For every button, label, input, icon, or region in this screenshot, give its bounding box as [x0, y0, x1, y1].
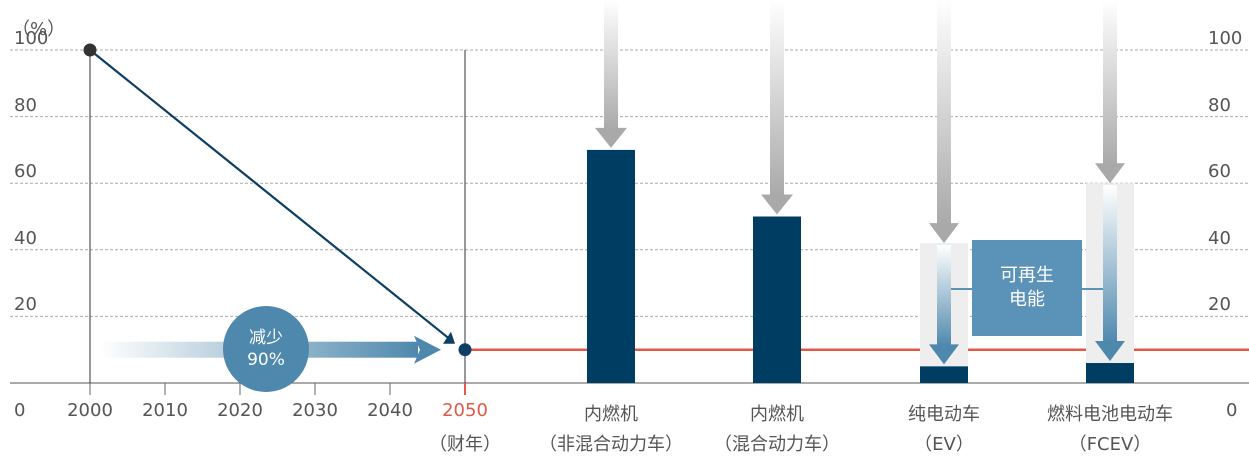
reduction-arrowhead-gray — [595, 128, 627, 148]
x-zero-label-left: 0 — [14, 400, 25, 421]
y-tick-label-left: 60 — [14, 161, 37, 182]
category-sublabel: （混合动力车） — [714, 430, 840, 456]
reduction-arrowhead-gray — [929, 223, 959, 243]
reduction-arrowhead-gray — [1095, 163, 1125, 183]
reduction-arrow-gray — [1103, 0, 1117, 165]
category-label: 燃料电池电动车 — [1047, 400, 1173, 426]
y-tick-label-right: 20 — [1208, 294, 1231, 315]
y-tick-label-left: 20 — [14, 294, 37, 315]
trend-start-point — [84, 44, 97, 57]
y-tick-label-right: 40 — [1208, 228, 1231, 249]
reduction-arrowhead-gray — [761, 195, 793, 215]
x-zero-label-right: 0 — [1226, 400, 1237, 421]
bar — [587, 150, 635, 383]
target-year-sublabel: （财年） — [429, 430, 501, 456]
x-tick-label: 2040 — [367, 400, 413, 421]
y-tick-label-right: 60 — [1208, 161, 1231, 182]
reduction-arrow-gray — [937, 0, 951, 225]
renewable-line-1: 可再生 — [1000, 264, 1054, 288]
x-tick-label: 2030 — [292, 400, 338, 421]
category-sublabel: （EV） — [914, 430, 974, 456]
category-label: 纯电动车 — [908, 400, 980, 426]
trend-end-point — [459, 343, 472, 356]
y-tick-label-left: 100 — [14, 28, 48, 49]
bar — [920, 366, 968, 383]
category-sublabel: （非混合动力车） — [539, 430, 683, 456]
reduction-arrow-gray — [770, 0, 784, 197]
trend-line — [90, 50, 453, 342]
target-year-label: 2050 — [442, 400, 488, 421]
y-tick-label-right: 80 — [1208, 95, 1231, 116]
reduction-arrow-gray — [604, 0, 618, 130]
renewable-arrow — [1103, 185, 1117, 343]
renewable-line-2: 电能 — [1009, 288, 1045, 312]
y-tick-label-right: 100 — [1208, 28, 1242, 49]
x-tick-label: 2000 — [67, 400, 113, 421]
x-tick-label: 2020 — [217, 400, 263, 421]
y-tick-label-left: 80 — [14, 95, 37, 116]
reduction-badge: 减少 90% — [223, 306, 309, 392]
category-label: 内燃机 — [584, 400, 638, 426]
trend-arrowhead — [443, 332, 455, 344]
bar — [1086, 363, 1134, 383]
category-label: 内燃机 — [750, 400, 804, 426]
category-sublabel: （FCEV） — [1069, 430, 1152, 456]
x-tick-label: 2010 — [142, 400, 188, 421]
reduction-percent: 90% — [247, 349, 285, 371]
renewable-arrow — [937, 245, 951, 346]
reduction-word: 减少 — [249, 327, 283, 349]
bar — [753, 217, 801, 384]
y-tick-label-left: 40 — [14, 228, 37, 249]
renewable-energy-box: 可再生 电能 — [972, 240, 1082, 336]
reduction-arrowhead — [414, 336, 441, 364]
